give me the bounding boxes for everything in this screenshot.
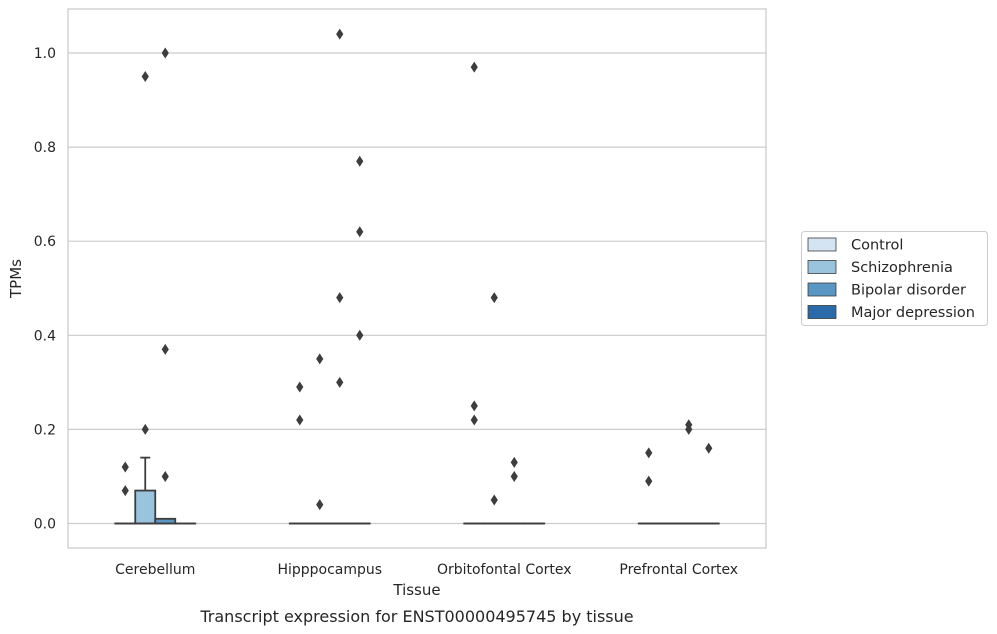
outlier-point <box>510 456 518 468</box>
outlier-point <box>141 423 149 435</box>
outlier-point <box>470 61 478 73</box>
legend-label: Control <box>851 238 903 254</box>
outlier-point <box>470 400 478 412</box>
x-tick-label: Prefrontal Cortex <box>619 562 738 578</box>
outlier-point <box>316 353 324 365</box>
x-tick-label: Orbitofontal Cortex <box>437 562 572 578</box>
outlier-point <box>356 226 364 238</box>
outlier-point <box>336 292 344 304</box>
box-schizophrenia <box>134 456 157 525</box>
outlier-point <box>121 485 129 497</box>
y-tick-label: 1.0 <box>34 46 56 62</box>
outlier-point <box>470 414 478 426</box>
plot-area-frame <box>67 8 767 549</box>
legend-label: Bipolar disorder <box>851 283 966 299</box>
legend-swatch <box>807 282 837 297</box>
y-tick-label: 0.6 <box>34 234 56 250</box>
legend-frame <box>801 231 988 326</box>
outlier-point <box>161 47 169 59</box>
outlier-point <box>296 414 304 426</box>
legend-label: Major depression <box>851 305 975 321</box>
outlier-point <box>121 461 129 473</box>
y-axis-label: TPMs <box>7 259 25 299</box>
box-body <box>134 489 157 525</box>
x-tick-label: Hipppocampus <box>277 562 382 578</box>
y-tick-label: 0.4 <box>34 328 56 344</box>
y-tick-labels: 0.0 0.2 0.4 0.6 0.8 1.0 <box>34 46 56 533</box>
outlier-point <box>296 381 304 393</box>
chart-caption: Transcript expression for ENST0000049574… <box>199 607 633 626</box>
gridlines <box>68 52 766 525</box>
boxes <box>114 456 720 525</box>
y-tick-label: 0.8 <box>34 140 56 156</box>
outlier-point <box>356 329 364 341</box>
outlier-point <box>645 475 653 487</box>
outlier-point <box>705 442 713 454</box>
x-tick-labels: Cerebellum Hipppocampus Orbitofontal Corte… <box>115 562 738 578</box>
x-tick-label: Cerebellum <box>115 562 195 578</box>
y-tick-label: 0.0 <box>34 517 56 533</box>
outlier-point <box>336 28 344 40</box>
legend-swatch <box>807 260 837 274</box>
outlier-points <box>121 28 713 511</box>
legend-swatch <box>807 305 837 319</box>
outlier-point <box>356 155 364 167</box>
outlier-point <box>161 343 169 355</box>
legend: Control Schizophrenia Bipolar disorder Majo… <box>801 231 988 326</box>
outlier-point <box>685 423 693 435</box>
outlier-point <box>141 71 149 83</box>
y-tick-label: 0.2 <box>34 422 56 438</box>
x-axis-label: Tissue <box>392 581 440 599</box>
outlier-point <box>336 376 344 388</box>
outlier-point <box>161 470 169 482</box>
outlier-point <box>645 447 653 459</box>
outlier-point <box>490 292 498 304</box>
legend-label: Schizophrenia <box>851 260 953 276</box>
outlier-point <box>490 494 498 506</box>
box-bipolar-disorder <box>154 517 177 525</box>
outlier-point <box>510 470 518 482</box>
outlier-point <box>316 499 324 511</box>
legend-swatch <box>807 237 837 252</box>
